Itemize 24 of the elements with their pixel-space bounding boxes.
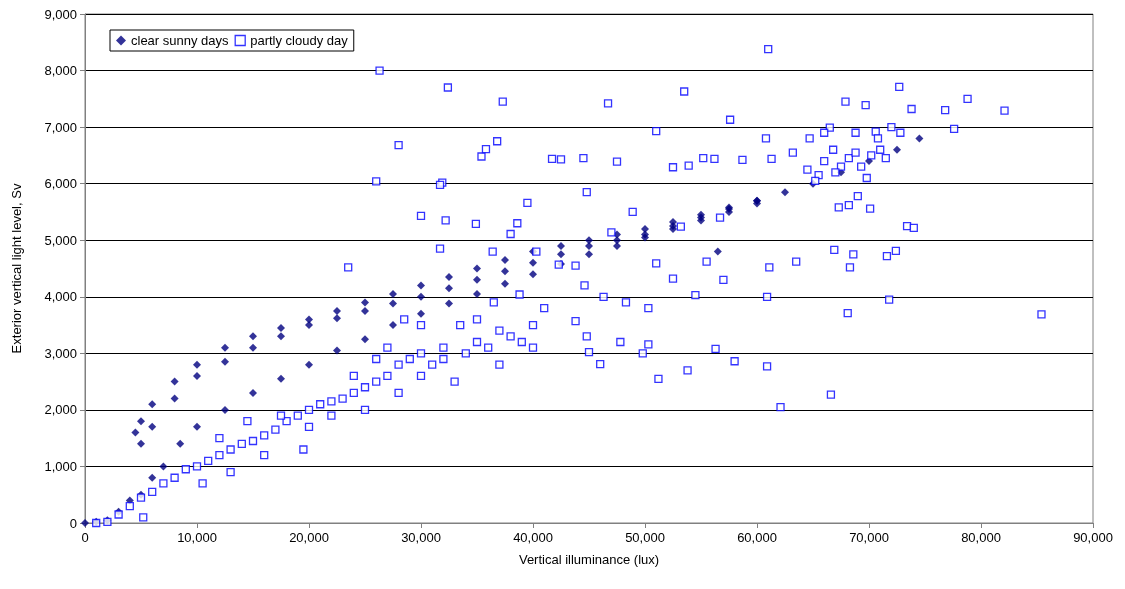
y-tick-label: 2,000 <box>44 402 77 418</box>
y-tick-label: 1,000 <box>44 458 77 474</box>
x-tick-label: 0 <box>81 530 89 545</box>
x-tick-label: 70,000 <box>849 530 889 545</box>
y-tick-label: 9,000 <box>44 6 77 22</box>
x-tick-label: 60,000 <box>737 530 777 545</box>
y-tick-label: 0 <box>69 515 77 531</box>
x-tick-label: 20,000 <box>289 530 329 545</box>
x-tick-label: 30,000 <box>401 530 441 545</box>
x-tick-label: 40,000 <box>513 530 553 545</box>
x-axis-title: Vertical illuminance (lux) <box>518 552 660 567</box>
legend-label: clear sunny days <box>131 33 230 48</box>
y-tick-label: 5,000 <box>44 232 77 248</box>
legend-label: partly cloudy day <box>250 33 349 48</box>
y-tick-label: 8,000 <box>44 63 77 79</box>
x-tick-label: 10,000 <box>177 530 217 545</box>
y-tick-label: 3,000 <box>44 345 77 361</box>
x-tick-label: 50,000 <box>625 530 665 545</box>
y-axis-title: Exterior vertical light level, Sv <box>9 183 24 354</box>
y-tick-label: 6,000 <box>44 176 77 192</box>
x-tick-label: 80,000 <box>961 530 1001 545</box>
y-tick-label: 4,000 <box>44 289 77 305</box>
y-tick-label: 7,000 <box>44 119 77 135</box>
x-tick-label: 90,000 <box>1073 530 1113 545</box>
